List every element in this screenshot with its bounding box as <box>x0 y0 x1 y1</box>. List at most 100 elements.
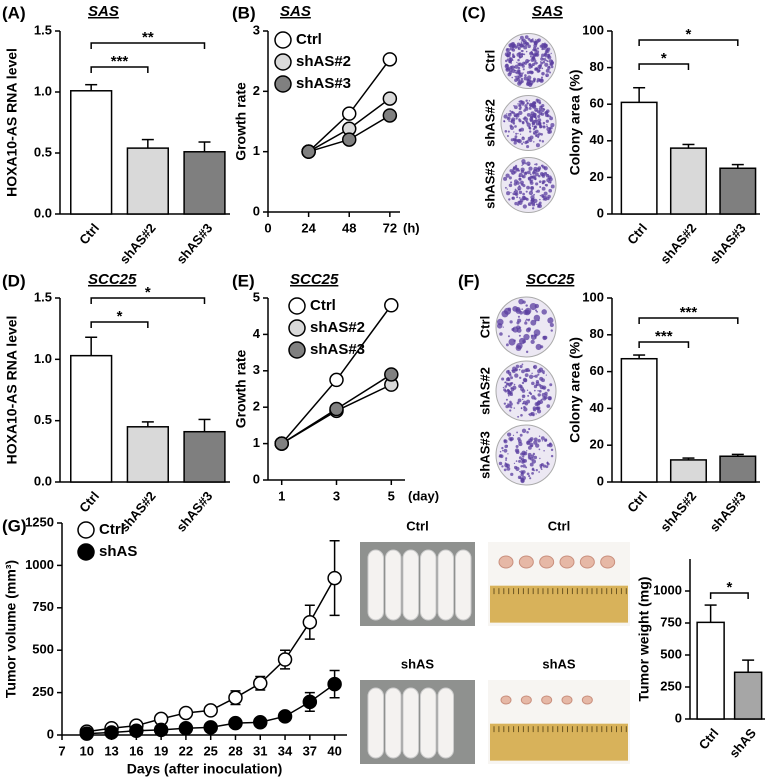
marker <box>277 709 293 724</box>
colony <box>509 59 512 62</box>
colony <box>521 142 524 145</box>
colony <box>520 77 524 81</box>
colony <box>521 55 523 58</box>
colony <box>499 454 504 459</box>
legend-label: Ctrl <box>99 521 125 538</box>
x-unit: (h) <box>403 220 420 235</box>
colony <box>538 389 542 393</box>
colony <box>546 196 550 201</box>
colony <box>535 336 537 339</box>
colony <box>513 170 517 174</box>
x-tick-label: 22 <box>179 743 193 758</box>
marker <box>228 715 243 731</box>
colony <box>521 369 525 374</box>
bar <box>183 151 226 215</box>
colony <box>506 383 509 385</box>
colony <box>540 133 543 136</box>
colony <box>543 42 546 45</box>
colony <box>547 55 552 60</box>
colony <box>539 185 542 188</box>
colony <box>508 385 511 387</box>
colony <box>543 172 548 176</box>
colony <box>526 112 531 117</box>
x-tick-label: shAS#2 <box>117 220 159 266</box>
colony <box>520 407 523 410</box>
colony <box>522 339 526 344</box>
colony <box>531 468 534 471</box>
colony <box>541 165 546 169</box>
y-tick-label: 60 <box>590 363 604 378</box>
colony <box>522 53 524 56</box>
colony <box>512 122 516 125</box>
colony <box>542 60 546 64</box>
colony <box>517 66 521 70</box>
colony <box>538 66 541 70</box>
colony <box>509 125 515 130</box>
colony <box>543 197 548 201</box>
colony <box>531 179 534 181</box>
colony <box>503 388 507 392</box>
y-tick-label: 5 <box>253 289 260 304</box>
colony <box>514 78 518 82</box>
colony <box>538 139 542 142</box>
colony <box>533 193 536 196</box>
colony <box>529 39 533 43</box>
colony <box>514 367 518 372</box>
colony <box>499 332 503 336</box>
colony <box>507 394 510 397</box>
x-tick-label: shAS#3 <box>173 220 215 266</box>
colony <box>523 116 527 119</box>
colony <box>545 119 549 123</box>
colony <box>534 40 538 44</box>
colony <box>498 455 501 458</box>
y-tick-label: 1 <box>253 435 260 450</box>
colony <box>504 52 509 57</box>
colony <box>517 58 520 62</box>
colony <box>524 402 529 406</box>
colony <box>526 430 529 434</box>
colony <box>505 343 509 347</box>
tumor <box>559 555 575 569</box>
marker <box>253 676 268 691</box>
colony <box>513 104 515 107</box>
colony <box>509 320 513 324</box>
colony <box>506 113 508 115</box>
marker <box>327 570 342 586</box>
marker <box>382 108 398 123</box>
colony <box>540 105 543 108</box>
colony <box>504 59 508 63</box>
colony <box>522 38 526 42</box>
x-tick-label: 19 <box>154 743 168 758</box>
colony <box>535 53 539 56</box>
colony <box>504 186 507 189</box>
marker <box>253 715 268 730</box>
y-tick-label: 40 <box>590 132 604 147</box>
colony <box>530 334 534 337</box>
colony <box>518 175 521 178</box>
colony <box>519 433 523 437</box>
x-tick-label: 37 <box>303 743 317 758</box>
colony <box>505 398 508 401</box>
colony <box>533 48 538 52</box>
colony <box>504 463 509 468</box>
colony <box>538 471 540 473</box>
y-axis-label: HOXA10-AS RNA level <box>4 48 20 197</box>
legend-label: shAS#2 <box>296 53 351 70</box>
colony <box>525 50 528 53</box>
colony <box>545 73 549 78</box>
colony <box>515 364 520 369</box>
colony <box>542 372 545 375</box>
x-tick-label: 3 <box>333 488 340 503</box>
colony <box>550 123 555 128</box>
colony <box>523 405 526 409</box>
colony <box>549 323 554 328</box>
colony <box>534 374 538 378</box>
colony <box>546 173 549 176</box>
colony <box>523 395 525 397</box>
x-tick-label: 34 <box>278 743 293 758</box>
y-tick-label: 0 <box>597 205 604 220</box>
marker <box>104 725 119 740</box>
colony <box>513 462 516 465</box>
colony <box>505 173 510 178</box>
ruler <box>490 585 628 623</box>
